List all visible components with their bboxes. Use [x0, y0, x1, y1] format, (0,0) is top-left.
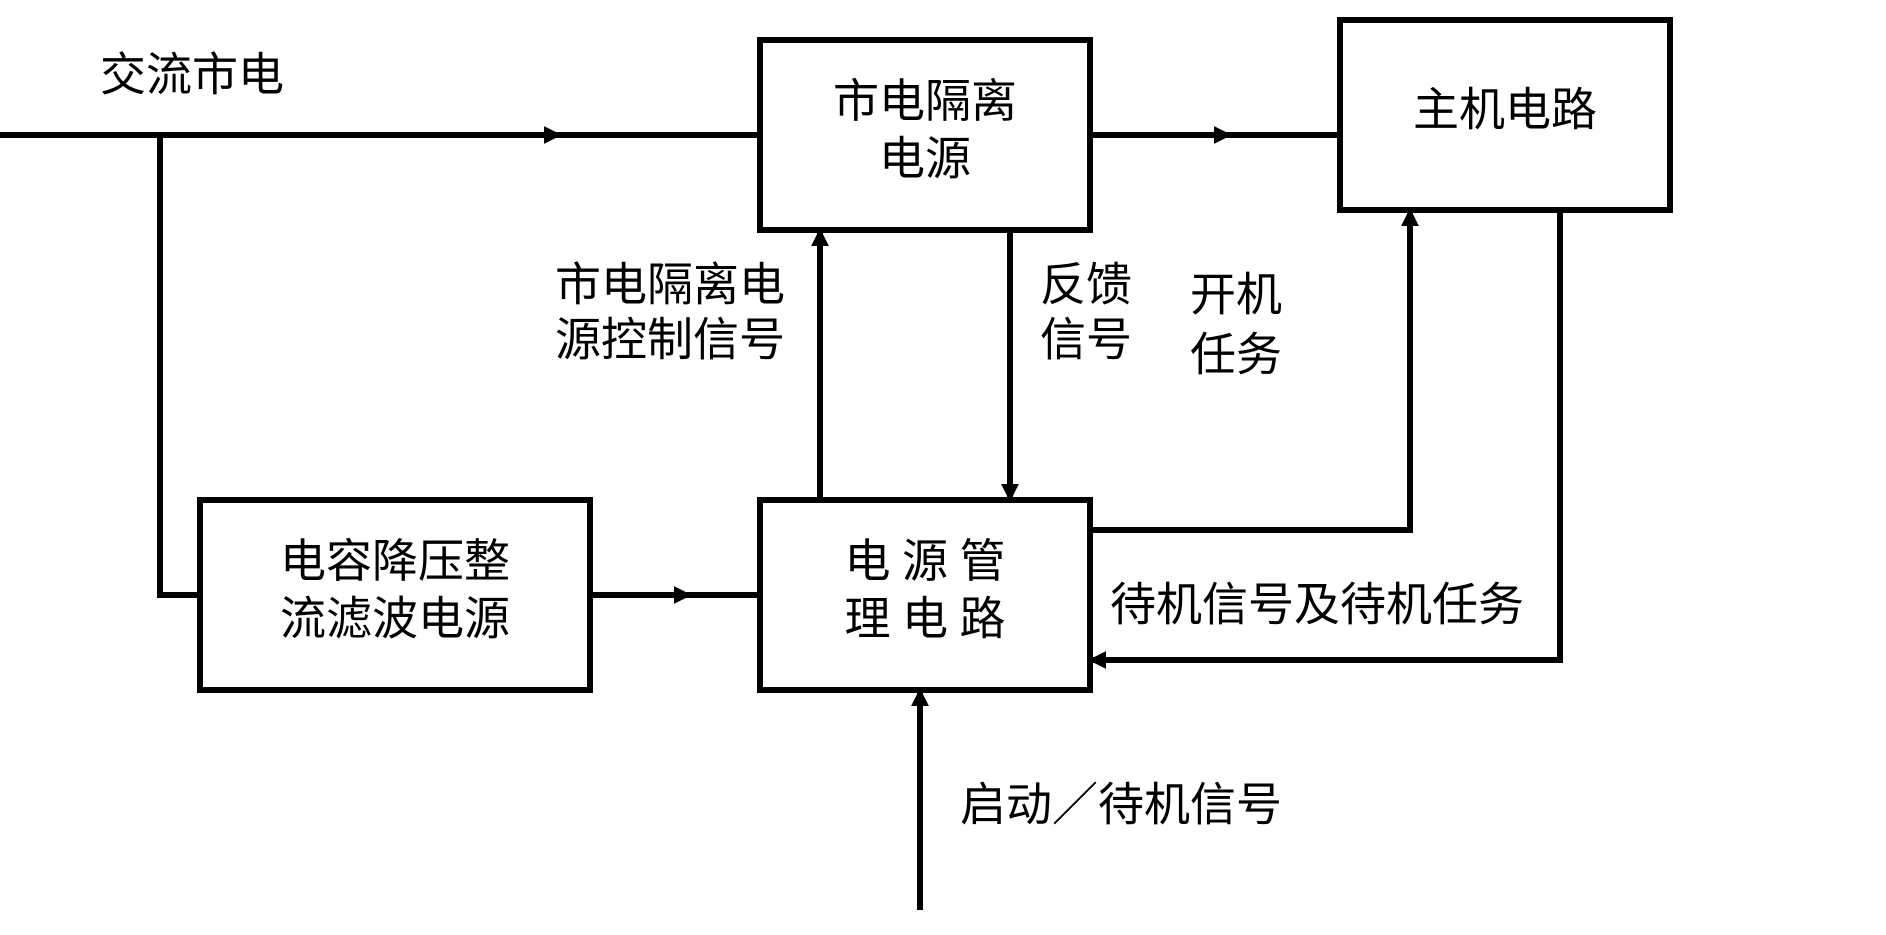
edge-ac-branch [160, 135, 200, 595]
label-iso_ctrl_2: 源控制信号 [555, 315, 785, 366]
label-boot_task_2: 任务 [1190, 330, 1282, 381]
node-label-pm-0: 电 源 管 [845, 536, 1006, 587]
label-ac_in: 交流市电 [100, 50, 284, 101]
node-label-isolated_ps-0: 市电隔离 [833, 76, 1017, 127]
label-iso_ctrl_1: 市电隔离电 [555, 260, 785, 311]
label-feedback_1: 反馈 [1040, 260, 1132, 311]
node-label-isolated_ps-1: 电源 [879, 133, 971, 184]
label-feedback_2: 信号 [1040, 315, 1132, 366]
node-label-cap_ps-0: 电容降压整 [280, 536, 510, 587]
label-standby_task: 待机信号及待机任务 [1110, 580, 1524, 631]
node-label-host-0: 主机电路 [1413, 85, 1597, 136]
node-label-pm-1: 理 电 路 [845, 593, 1006, 644]
label-start_standby: 启动／待机信号 [960, 780, 1282, 831]
label-boot_task_1: 开机 [1190, 270, 1282, 321]
node-label-cap_ps-1: 流滤波电源 [280, 593, 510, 644]
